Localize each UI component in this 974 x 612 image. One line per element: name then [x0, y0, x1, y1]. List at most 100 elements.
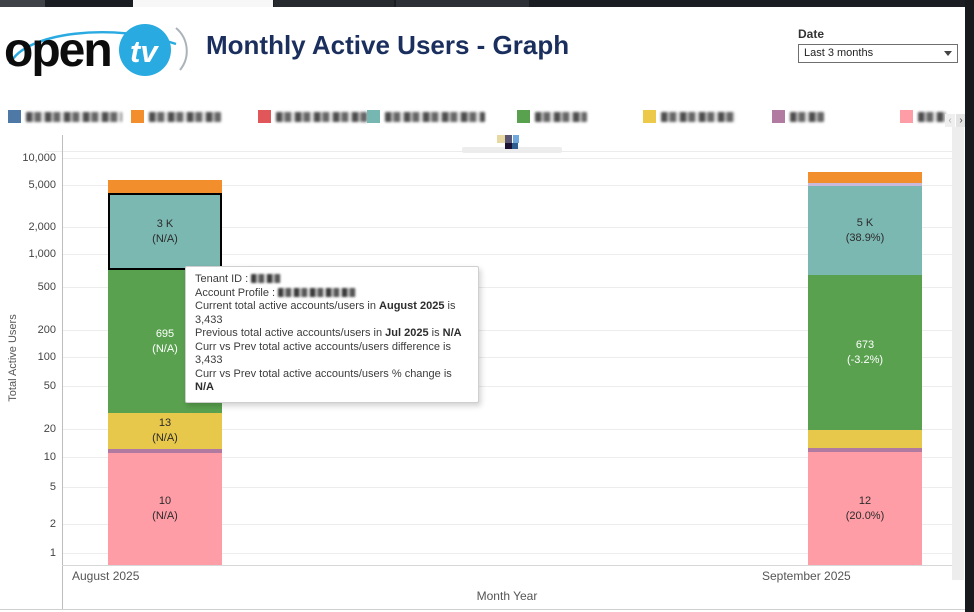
segment-value: 13: [158, 417, 172, 429]
y-tick: 200: [37, 324, 56, 336]
legend-label-redacted: [385, 112, 485, 122]
bar-september-purple-segment[interactable]: [808, 448, 922, 452]
gridline: [63, 457, 952, 458]
legend-label-redacted: [661, 112, 735, 122]
tooltip-line-pct-change: Curr vs Prev total active accounts/users…: [195, 368, 469, 395]
bar-august-yellow-segment[interactable]: 13 (N/A): [108, 413, 222, 449]
browser-tab-strip: [0, 0, 974, 7]
gridline: [63, 227, 952, 228]
legend-swatch: [8, 110, 21, 123]
x-tick-september: September 2025: [762, 569, 851, 583]
legend-swatch: [772, 110, 785, 123]
chevron-down-icon: [944, 51, 952, 56]
bar-september-green-segment[interactable]: 673 (-3.2%): [808, 275, 922, 430]
legend-swatch: [131, 110, 144, 123]
y-tick: 20: [43, 423, 56, 435]
x-axis-title: Month Year: [476, 589, 538, 603]
vertical-scrollbar[interactable]: [952, 127, 964, 580]
bar-august-orange-segment[interactable]: [108, 180, 222, 193]
segment-value: 5 K: [856, 216, 874, 229]
date-filter-dropdown[interactable]: Last 3 months: [798, 44, 958, 63]
segment-change: (-3.2%): [846, 353, 884, 366]
date-filter: Date Last 3 months: [798, 27, 960, 63]
segment-value: 3 K: [156, 217, 174, 230]
bar-august-teal-segment-selected[interactable]: 3 K (N/A): [108, 193, 222, 270]
tooltip-profile-label: Account Profile :: [195, 286, 276, 299]
legend-label-redacted: [790, 112, 824, 122]
selection-scroll-band[interactable]: [462, 147, 562, 153]
gridline: [63, 287, 952, 288]
active-tab-segment[interactable]: [133, 0, 273, 7]
tooltip-line-tenant: Tenant ID :: [195, 273, 469, 287]
bar-september-orange-segment[interactable]: [808, 172, 922, 183]
legend-swatch: [900, 110, 913, 123]
tooltip-bold-na: N/A: [195, 381, 214, 393]
legend-next-icon[interactable]: ›: [956, 114, 966, 127]
legend-label-redacted: [26, 112, 122, 122]
gridline: [63, 158, 952, 159]
tooltip-bold-month: August 2025: [379, 300, 445, 312]
legend-label-redacted: [535, 112, 587, 122]
bar-september-lavender-segment[interactable]: [808, 183, 922, 186]
tooltip-bold-month: Jul 2025: [385, 327, 429, 339]
gridline: [63, 429, 952, 430]
segment-change: (20.0%): [845, 509, 885, 522]
bar-september-teal-segment[interactable]: 5 K (38.9%): [808, 186, 922, 275]
segment-value: 12: [858, 494, 872, 507]
bar-august-pink-segment[interactable]: 10 (N/A): [108, 453, 222, 565]
legend-label-redacted: [276, 112, 368, 122]
y-tick: 2,000: [28, 221, 56, 233]
bar-september-yellow-segment[interactable]: [808, 430, 922, 448]
tooltip-text: is 3,433: [195, 300, 456, 326]
tab-segment[interactable]: [274, 0, 394, 7]
y-tick: 5: [49, 481, 56, 493]
bar-august-purple-segment[interactable]: [108, 449, 222, 453]
svg-text:tv: tv: [130, 34, 159, 69]
tooltip-text: is: [431, 327, 440, 339]
tooltip-line-current: Current total active accounts/users in A…: [195, 300, 469, 327]
window-right-edge: [965, 0, 974, 612]
tooltip-line-profile: Account Profile :: [195, 287, 469, 301]
segment-value: 673: [855, 338, 875, 351]
legend-label-redacted: [918, 112, 946, 122]
mark-tooltip: Tenant ID : Account Profile : Current to…: [185, 266, 479, 403]
sheet-bottom-border: [0, 609, 974, 610]
selection-mini-icon[interactable]: [497, 134, 519, 149]
y-tick: 10,000: [22, 152, 56, 164]
chart-top-border: [45, 151, 952, 152]
chart-legend: [0, 108, 952, 128]
legend-swatch: [517, 110, 530, 123]
tooltip-line-difference: Curr vs Prev total active accounts/users…: [195, 340, 451, 367]
segment-change: (N/A): [152, 510, 178, 522]
legend-prev-icon[interactable]: ‹: [945, 114, 955, 127]
gridline: [63, 386, 952, 387]
segment-change: (N/A): [152, 432, 178, 444]
legend-swatch: [643, 110, 656, 123]
legend-swatch: [367, 110, 380, 123]
y-tick: 500: [37, 281, 56, 293]
bar-september-pink-segment[interactable]: 12 (20.0%): [808, 452, 922, 565]
mini-icon-khaki-block: [497, 135, 505, 143]
date-filter-label: Date: [798, 27, 825, 41]
y-tick: 50: [43, 380, 56, 392]
tooltip-text: Current total active accounts/users in: [195, 300, 376, 312]
tab-segment[interactable]: [0, 0, 45, 7]
y-tick: 5,000: [28, 179, 56, 191]
mini-icon-blue-block: [512, 143, 518, 149]
tab-segment[interactable]: [396, 0, 529, 7]
x-axis-line: [62, 565, 952, 566]
segment-change: (38.9%): [845, 231, 885, 244]
y-tick: 1: [49, 547, 56, 559]
mini-icon-lightblue-block: [513, 135, 519, 143]
page-title: Monthly Active Users - Graph: [206, 30, 570, 60]
mini-icon-slate-block: [505, 135, 512, 143]
mini-icon-navy-block: [505, 143, 512, 149]
tooltip-tenant-value-redacted: [251, 274, 282, 283]
x-tick-august: August 2025: [72, 569, 140, 583]
tooltip-profile-value-redacted: [278, 287, 357, 297]
segment-value: 10: [158, 495, 172, 507]
gridline: [63, 185, 952, 186]
opentv-logo: open tv: [4, 14, 204, 78]
tooltip-text: Previous total active accounts/users in: [195, 327, 383, 339]
gridline: [63, 357, 952, 358]
